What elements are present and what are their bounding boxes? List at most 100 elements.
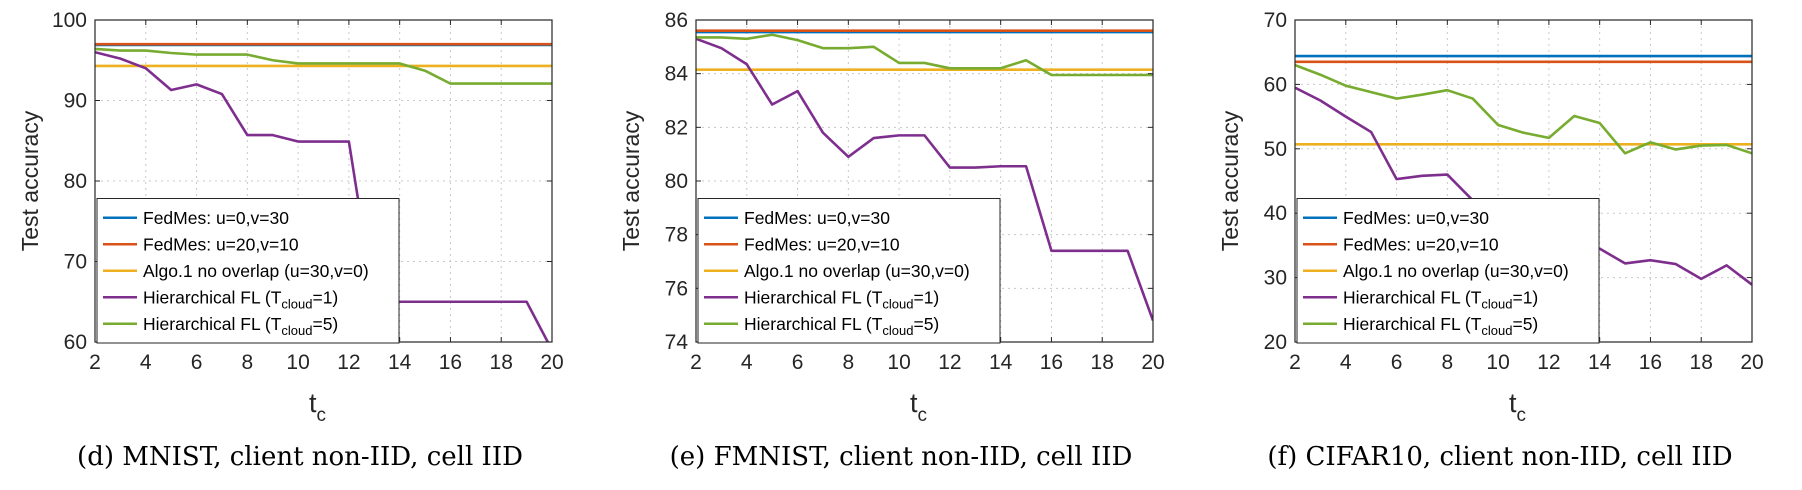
x-tick-label: 20	[1740, 351, 1763, 374]
x-tick-label: 4	[741, 351, 753, 374]
y-tick-label: 60	[1264, 73, 1287, 96]
legend-entry-sub: cloud	[1481, 296, 1512, 311]
x-tick-label: 2	[1289, 351, 1301, 374]
chart-caption: (d) MNIST, client non-IID, cell IID	[77, 442, 523, 472]
legend-entry: Algo.1 no overlap (u=30,v=0)	[143, 261, 369, 281]
y-tick-label: 30	[1264, 267, 1287, 290]
x-axis-label-main: t	[1509, 388, 1517, 418]
x-tick-label: 4	[1340, 351, 1352, 374]
y-tick-label: 80	[64, 170, 87, 193]
y-axis-label: Test accuracy	[17, 110, 43, 251]
x-axis-label-main: t	[910, 388, 918, 418]
chart-panel-fmnist: 2 4 6 8 10 12 14 16 18 20 74 76 78 80 82 84 86 Test accur…	[601, 0, 1201, 490]
legend-entry-text: Algo.1 no overlap (u=30,v=0)	[744, 261, 970, 281]
x-axis-label-sub: c	[918, 405, 928, 426]
chart-caption: (e) FMNIST, client non-IID, cell IID	[669, 442, 1133, 472]
x-tick-label: 10	[1486, 351, 1509, 374]
legend-entry-text: Hierarchical FL (T	[744, 314, 883, 334]
legend-entry-text: Algo.1 no overlap (u=30,v=0)	[1343, 261, 1569, 281]
x-tick-label: 14	[1588, 351, 1612, 374]
x-axis-label-main: t	[309, 388, 317, 418]
legend-entry-text: FedMes: u=20,v=10	[143, 234, 299, 254]
x-axis-label: tc	[309, 388, 326, 426]
x-tick-label: 14	[388, 351, 412, 374]
chart-svg-fmnist: 2 4 6 8 10 12 14 16 18 20 74 76 78 80 82 84 86 Test accur…	[618, 9, 1165, 426]
y-axis-label: Test accuracy	[1217, 110, 1243, 251]
legend-entry: Hierarchical FL (Tcloud=5)	[143, 314, 338, 338]
legend: FedMes: u=0,v=30 FedMes: u=20,v=10 Algo.1 …	[1296, 198, 1600, 344]
y-axis-label: Test accuracy	[618, 110, 644, 251]
legend-entry-sub: cloud	[882, 296, 913, 311]
x-axis-label: tc	[910, 388, 927, 426]
x-tick-label: 2	[89, 351, 101, 374]
y-tick-label: 76	[665, 277, 688, 300]
x-tick-label: 18	[490, 351, 513, 374]
legend-entry-text: Hierarchical FL (T	[744, 287, 883, 307]
series-group	[696, 29, 1153, 321]
legend-entry: Hierarchical FL (Tcloud=1)	[143, 287, 338, 311]
legend-entry-text: FedMes: u=0,v=30	[744, 208, 890, 228]
y-tick-label: 60	[64, 331, 87, 354]
series-line-4	[1295, 63, 1752, 155]
chart-svg-mnist: 2 4 6 8 10 12 14 16 18 20 60 70 80 90 100 Test accuracy…	[17, 9, 564, 426]
y-tick-label: 90	[64, 90, 87, 113]
legend-entry-tail: =1)	[1512, 287, 1538, 307]
y-tick-label: 78	[665, 224, 688, 247]
legend-box	[1296, 198, 1600, 344]
x-axis-label-sub: c	[317, 405, 327, 426]
y-tick-label: 82	[665, 116, 688, 139]
legend-entry: Hierarchical FL (Tcloud=1)	[744, 287, 939, 311]
x-tick-label: 12	[938, 351, 961, 374]
x-tick-label: 18	[1690, 351, 1713, 374]
x-tick-label: 18	[1091, 351, 1114, 374]
legend-entry-sub: cloud	[281, 296, 312, 311]
legend-entry-text: Hierarchical FL (T	[143, 314, 282, 334]
y-tick-label: 40	[1264, 202, 1287, 225]
y-tick-label: 70	[1264, 9, 1287, 32]
legend-entry-tail: =1)	[312, 287, 338, 307]
legend-entry: Hierarchical FL (Tcloud=1)	[1343, 287, 1538, 311]
y-tick-label: 50	[1264, 138, 1287, 161]
x-axis-label-sub: c	[1517, 405, 1527, 426]
legend-entry-tail: =5)	[913, 314, 939, 334]
y-tick-label: 80	[665, 170, 688, 193]
legend-box	[96, 198, 400, 344]
legend-entry: Algo.1 no overlap (u=30,v=0)	[744, 261, 970, 281]
x-tick-label: 8	[842, 351, 854, 374]
x-tick-label: 6	[1391, 351, 1403, 374]
legend-entry-tail: =5)	[312, 314, 338, 334]
chart-panel-mnist: 2 4 6 8 10 12 14 16 18 20 60 70 80 90 100 Test accuracy…	[0, 0, 600, 490]
x-tick-label: 10	[887, 351, 910, 374]
y-tick-label: 86	[665, 9, 688, 32]
x-tick-label: 4	[140, 351, 152, 374]
series-line-4	[696, 33, 1153, 77]
x-tick-label: 6	[792, 351, 804, 374]
legend-entry: Hierarchical FL (Tcloud=5)	[744, 314, 939, 338]
series-group	[95, 42, 552, 342]
chart-panel-cifar10: 2 4 6 8 10 12 14 16 18 20 20 30 40 50 60 70 Test accurac…	[1200, 0, 1800, 490]
x-tick-label: 16	[1040, 351, 1063, 374]
legend-entry: FedMes: u=0,v=30	[744, 208, 890, 228]
legend-entry-text: FedMes: u=20,v=10	[744, 234, 900, 254]
legend: FedMes: u=0,v=30 FedMes: u=20,v=10 Algo.1 …	[697, 198, 1001, 344]
x-tick-label: 10	[286, 351, 309, 374]
x-tick-label: 14	[989, 351, 1013, 374]
legend-entry-text: Hierarchical FL (T	[1343, 287, 1482, 307]
x-tick-label: 20	[540, 351, 563, 374]
legend-entry-text: Hierarchical FL (T	[1343, 314, 1482, 334]
legend-entry-sub: cloud	[882, 323, 913, 338]
legend-entry-tail: =1)	[913, 287, 939, 307]
x-tick-label: 6	[191, 351, 203, 374]
series-line-3	[696, 37, 1153, 321]
legend-entry: FedMes: u=0,v=30	[1343, 208, 1489, 228]
legend-entry: Hierarchical FL (Tcloud=5)	[1343, 314, 1538, 338]
legend-entry: FedMes: u=20,v=10	[143, 234, 299, 254]
legend-box	[697, 198, 1001, 344]
x-tick-label: 8	[1441, 351, 1453, 374]
legend-entry: Algo.1 no overlap (u=30,v=0)	[1343, 261, 1569, 281]
series-line-4	[95, 47, 552, 85]
legend-entry-text: Algo.1 no overlap (u=30,v=0)	[143, 261, 369, 281]
x-tick-label: 16	[439, 351, 462, 374]
chart-caption: (f) CIFAR10, client non-IID, cell IID	[1267, 442, 1733, 472]
